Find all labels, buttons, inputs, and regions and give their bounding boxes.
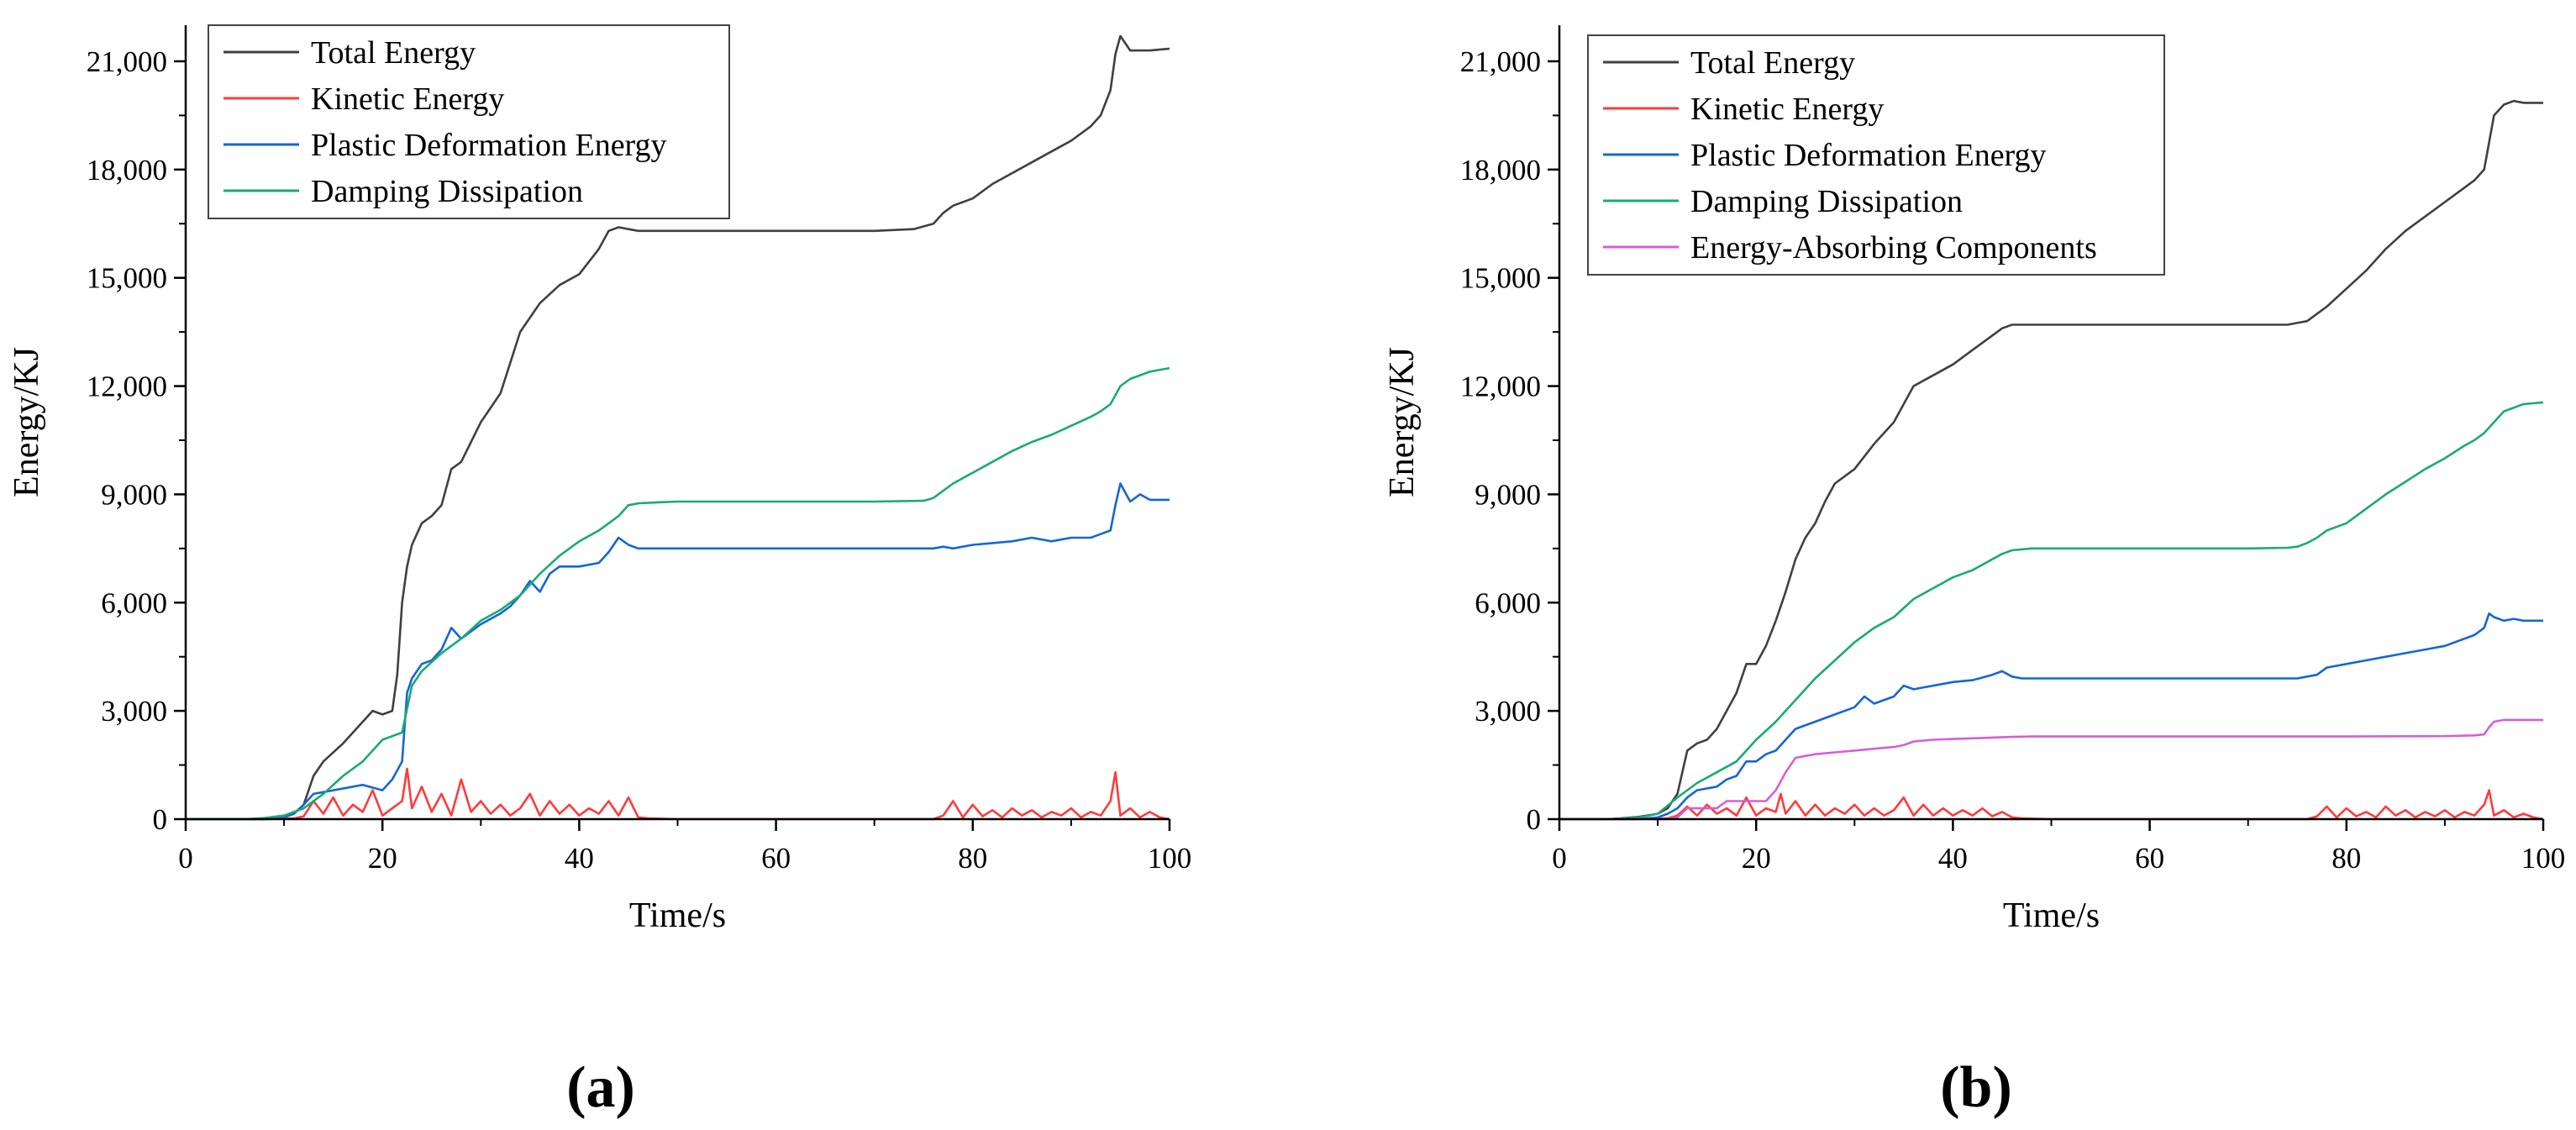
legend-label: Kinetic Energy <box>1690 92 1884 127</box>
legend-label: Total Energy <box>311 35 476 71</box>
x-tick-label: 40 <box>565 842 594 875</box>
y-tick-label: 18,000 <box>1460 154 1541 187</box>
y-tick-label: 0 <box>1527 803 1542 836</box>
y-tick-label: 3,000 <box>101 695 167 728</box>
y-axis-title: Energy/KJ <box>1383 347 1422 497</box>
x-axis-title: Time/s <box>2003 896 2100 935</box>
series-line-kinetic-energy <box>1559 789 2544 821</box>
x-tick-label: 60 <box>2135 842 2164 875</box>
legend-label: Kinetic Energy <box>311 81 504 117</box>
series-line-damping-dissipation <box>1559 401 2544 821</box>
y-tick-label: 3,000 <box>1475 695 1541 728</box>
y-tick-label: 0 <box>153 803 168 836</box>
panel-label: (b) <box>1940 1055 2012 1120</box>
chart-panel-a: 0 20 40 60 80 100 0 3,000 6,000 9,000 12,000 15,000… <box>8 24 1192 1120</box>
y-tick-label: 9,000 <box>101 478 167 511</box>
y-axis-title: Energy/KJ <box>8 347 46 497</box>
legend-box <box>1587 34 2165 276</box>
y-tick-label: 15,000 <box>1460 262 1541 295</box>
x-tick-label: 0 <box>178 842 193 875</box>
y-tick-label: 12,000 <box>1460 371 1541 403</box>
legend: Total Energy Kinetic Energy Plastic Deform… <box>1587 34 2165 276</box>
legend-label: Plastic Deformation Energy <box>1690 138 2047 173</box>
x-tick-label: 0 <box>1552 842 1567 875</box>
legend-label: Energy-Absorbing Components <box>1690 230 2097 265</box>
series-line-total-energy <box>186 34 1170 821</box>
series-line-plastic-deformation-energy <box>1559 612 2543 821</box>
y-tick-label: 6,000 <box>101 586 167 619</box>
x-tick-label: 100 <box>2521 842 2566 875</box>
y-tick-label: 15,000 <box>87 262 167 295</box>
x-tick-label: 20 <box>1742 842 1771 875</box>
panel-label: (a) <box>566 1055 635 1120</box>
y-tick-label: 18,000 <box>87 154 167 187</box>
series-line-total-energy <box>1559 99 2543 821</box>
legend-box <box>208 24 730 219</box>
x-tick-label: 80 <box>958 842 987 875</box>
series-line-energy-absorbing-components <box>1559 718 2543 821</box>
x-tick-label: 60 <box>761 842 791 875</box>
y-tick-label: 21,000 <box>1460 45 1541 78</box>
y-tick-label: 12,000 <box>87 371 167 403</box>
series-line-plastic-deformation-energy <box>186 482 1170 821</box>
y-tick-label: 9,000 <box>1475 478 1541 511</box>
x-tick-label: 100 <box>1148 842 1192 875</box>
chart-panel-b: 0 20 40 60 80 100 0 3,000 6,000 9,000 12,000 15,000… <box>1383 25 2565 1120</box>
x-tick-label: 80 <box>2332 842 2361 875</box>
legend-label: Damping Dissipation <box>311 174 583 209</box>
legend-label: Plastic Deformation Energy <box>311 128 667 163</box>
series-line-kinetic-energy <box>186 767 1170 821</box>
legend-label: Damping Dissipation <box>1690 184 1963 219</box>
y-tick-label: 21,000 <box>87 45 167 78</box>
legend: Total Energy Kinetic Energy Plastic Deform… <box>208 24 730 219</box>
legend-label: Total Energy <box>1690 45 1855 81</box>
series-line-damping-dissipation <box>186 366 1170 821</box>
y-tick-label: 6,000 <box>1475 586 1541 619</box>
x-tick-label: 40 <box>1938 842 1968 875</box>
x-tick-label: 20 <box>368 842 397 875</box>
x-axis-title: Time/s <box>629 896 726 935</box>
